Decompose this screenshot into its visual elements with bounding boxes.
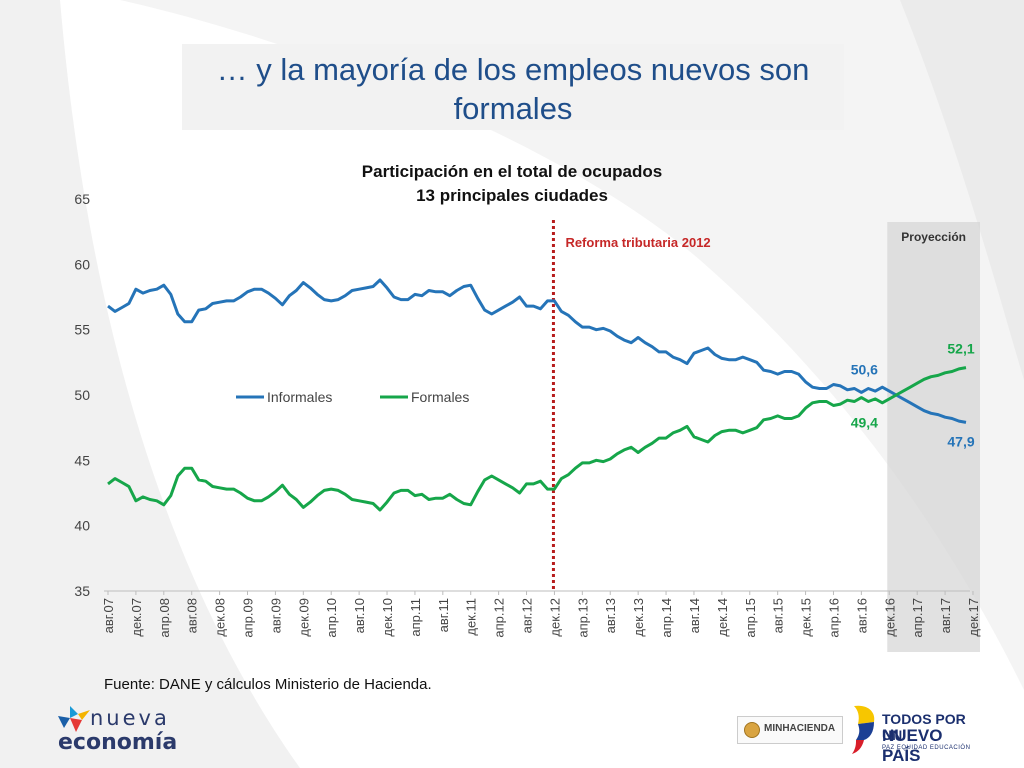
nueva-economia-logo: nueva economía bbox=[56, 704, 178, 762]
source-note: Fuente: DANE y cálculos Ministerio de Ha… bbox=[104, 676, 432, 693]
todos-line3: PAZ EQUIDAD EDUCACIÓN bbox=[882, 745, 971, 751]
x-tick-label: апр.11 bbox=[408, 598, 423, 637]
projection-label: Proyección bbox=[901, 230, 966, 244]
x-tick-label: апр.12 bbox=[492, 598, 507, 638]
x-tick-label: дек.15 bbox=[799, 598, 814, 637]
x-tick-label: дек.11 bbox=[464, 598, 479, 636]
x-tick-label: авг.17 bbox=[938, 598, 953, 633]
y-tick-label: 60 bbox=[74, 256, 90, 272]
x-tick-label: авг.09 bbox=[268, 598, 283, 633]
informales-marked-label: 50,6 bbox=[851, 361, 878, 377]
y-tick-label: 35 bbox=[74, 583, 90, 599]
title-banner bbox=[182, 44, 844, 130]
x-tick-label: авг.15 bbox=[771, 598, 786, 633]
todos-line2: NUEVO PAÍS bbox=[882, 726, 943, 765]
x-tick-label: авг.16 bbox=[854, 598, 869, 633]
legend-label-formales: Formales bbox=[411, 389, 469, 405]
x-tick-label: авг.10 bbox=[352, 598, 367, 633]
chart-subtitle: 13 principales ciudades bbox=[416, 186, 608, 205]
x-tick-label: апр.08 bbox=[157, 598, 172, 638]
x-tick-label: дек.16 bbox=[882, 598, 897, 637]
x-tick-label: апр.17 bbox=[910, 598, 925, 638]
todos-line1: TODOS POR UN bbox=[882, 711, 966, 743]
slide-title: … y la mayoría de los empleos nuevos son… bbox=[216, 52, 810, 126]
y-tick-label: 65 bbox=[74, 191, 90, 207]
x-tick-label: дек.08 bbox=[213, 598, 228, 637]
x-tick-label: апр.09 bbox=[241, 598, 256, 638]
y-tick-label: 40 bbox=[74, 518, 90, 534]
logo-word-nueva: nueva bbox=[90, 706, 170, 730]
informales-end-label: 47,9 bbox=[947, 433, 974, 449]
y-tick-label: 45 bbox=[74, 452, 90, 468]
x-tick-label: авг.13 bbox=[603, 598, 618, 633]
x-tick-label: апр.13 bbox=[575, 598, 590, 638]
todos-por-un-nuevo-pais-logo: TODOS POR UN NUEVO PAÍS PAZ EQUIDAD EDUC… bbox=[848, 700, 978, 765]
chart-title: Participación en el total de ocupados bbox=[362, 162, 662, 181]
x-tick-label: авг.07 bbox=[101, 598, 116, 633]
projection-band bbox=[887, 222, 980, 652]
flag-wave-icon bbox=[852, 705, 875, 754]
x-tick-label: дек.17 bbox=[966, 598, 981, 637]
x-tick-label: дек.07 bbox=[129, 598, 144, 637]
formales-marked-label: 49,4 bbox=[851, 415, 878, 431]
minhacienda-label: MINHACIENDA bbox=[764, 723, 836, 734]
x-tick-label: апр.10 bbox=[324, 598, 339, 638]
y-tick-label: 55 bbox=[74, 322, 90, 338]
x-tick-label: апр.16 bbox=[826, 598, 841, 638]
x-tick-label: дек.13 bbox=[631, 598, 646, 637]
x-tick-label: авг.11 bbox=[436, 598, 451, 632]
y-tick-label: 50 bbox=[74, 387, 90, 403]
x-tick-label: дек.12 bbox=[547, 598, 562, 637]
legend-label-informales: Informales bbox=[267, 389, 332, 405]
x-tick-label: дек.10 bbox=[380, 598, 395, 637]
x-tick-label: апр.15 bbox=[743, 598, 758, 638]
formales-line bbox=[107, 366, 967, 512]
x-tick-label: авг.14 bbox=[687, 598, 702, 633]
logo-word-economia: economía bbox=[58, 730, 178, 755]
x-tick-label: дек.14 bbox=[715, 598, 730, 637]
seal-icon bbox=[744, 722, 760, 738]
star-icon bbox=[58, 706, 90, 732]
formales-end-label: 52,1 bbox=[947, 341, 974, 357]
x-tick-label: дек.09 bbox=[296, 598, 311, 637]
informales-line bbox=[107, 278, 967, 424]
reform-label: Reforma tributaria 2012 bbox=[565, 235, 710, 250]
minhacienda-logo: MINHACIENDA bbox=[737, 716, 843, 744]
x-tick-label: апр.14 bbox=[659, 598, 674, 638]
x-tick-label: авг.08 bbox=[185, 598, 200, 633]
x-tick-label: авг.12 bbox=[520, 598, 535, 633]
